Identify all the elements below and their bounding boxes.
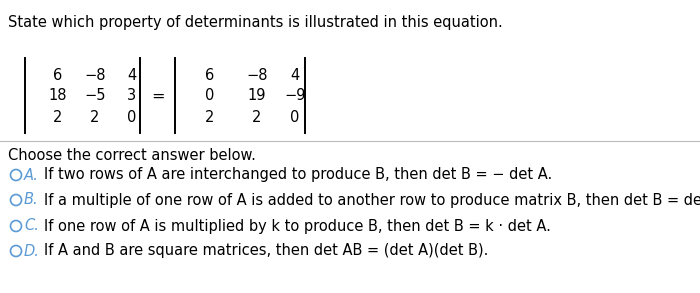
- Text: C.: C.: [24, 219, 39, 234]
- Text: −8: −8: [246, 67, 267, 83]
- Text: 0: 0: [127, 110, 136, 125]
- Text: 6: 6: [53, 67, 62, 83]
- Text: 2: 2: [90, 110, 99, 125]
- Text: −8: −8: [84, 67, 106, 83]
- Text: If one row of A is multiplied by k to produce B, then det B = k · det A.: If one row of A is multiplied by k to pr…: [44, 219, 551, 234]
- Text: If two rows of A are interchanged to produce B, then det B = − det A.: If two rows of A are interchanged to pro…: [44, 168, 552, 183]
- Text: 18: 18: [49, 88, 67, 103]
- Text: 3: 3: [127, 88, 136, 103]
- Text: =: =: [151, 88, 164, 103]
- Text: −5: −5: [84, 88, 106, 103]
- Text: 4: 4: [127, 67, 136, 83]
- Text: 2: 2: [252, 110, 262, 125]
- Text: 0: 0: [205, 88, 215, 103]
- Text: If A and B are square matrices, then det AB = (det A)(det B).: If A and B are square matrices, then det…: [44, 243, 489, 258]
- Text: 19: 19: [248, 88, 266, 103]
- Text: Choose the correct answer below.: Choose the correct answer below.: [8, 148, 256, 163]
- Text: D.: D.: [24, 243, 40, 258]
- Text: 2: 2: [53, 110, 63, 125]
- Text: 2: 2: [205, 110, 215, 125]
- Text: 4: 4: [290, 67, 300, 83]
- Text: A.: A.: [24, 168, 39, 183]
- Text: B.: B.: [24, 193, 38, 207]
- Text: If a multiple of one row of A is added to another row to produce matrix B, then : If a multiple of one row of A is added t…: [44, 193, 700, 207]
- Text: State which property of determinants is illustrated in this equation.: State which property of determinants is …: [8, 15, 503, 30]
- Text: 0: 0: [290, 110, 300, 125]
- Text: −9: −9: [284, 88, 306, 103]
- Text: 6: 6: [205, 67, 215, 83]
